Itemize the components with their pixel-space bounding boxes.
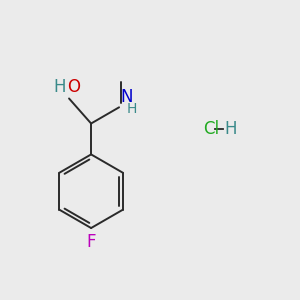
- Text: H: H: [224, 120, 237, 138]
- Text: O: O: [68, 77, 81, 95]
- Text: F: F: [86, 233, 96, 251]
- Text: Cl: Cl: [203, 120, 219, 138]
- Text: H: H: [54, 77, 66, 95]
- Text: N: N: [120, 88, 133, 106]
- Text: H: H: [126, 102, 137, 116]
